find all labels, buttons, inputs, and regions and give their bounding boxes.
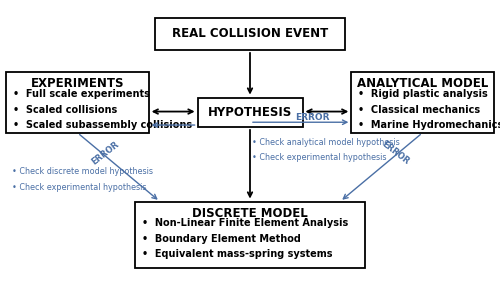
FancyBboxPatch shape	[351, 72, 494, 133]
Text: •  Marine Hydromechanics: • Marine Hydromechanics	[358, 120, 500, 130]
Text: • Check discrete model hypothesis: • Check discrete model hypothesis	[12, 167, 154, 176]
Text: EXPERIMENTS: EXPERIMENTS	[31, 78, 124, 90]
Text: ERROR: ERROR	[380, 140, 410, 167]
FancyBboxPatch shape	[135, 202, 365, 268]
Text: •  Scaled collisions: • Scaled collisions	[14, 105, 118, 115]
Text: HYPOTHESIS: HYPOTHESIS	[208, 106, 292, 119]
Text: REAL COLLISION EVENT: REAL COLLISION EVENT	[172, 27, 328, 40]
Text: • Check analytical model hypothesis: • Check analytical model hypothesis	[252, 138, 400, 147]
Text: DISCRETE MODEL: DISCRETE MODEL	[192, 207, 308, 220]
Text: •  Classical mechanics: • Classical mechanics	[358, 105, 480, 115]
Text: •  Boundary Element Method: • Boundary Element Method	[142, 234, 301, 244]
Text: ERROR: ERROR	[90, 140, 120, 167]
Text: •  Scaled subassembly collisions: • Scaled subassembly collisions	[14, 120, 192, 130]
Text: •  Full scale experiments: • Full scale experiments	[14, 89, 150, 99]
FancyBboxPatch shape	[155, 17, 345, 50]
FancyBboxPatch shape	[6, 72, 149, 133]
FancyBboxPatch shape	[198, 98, 302, 127]
Text: • Check experimental hypothesis: • Check experimental hypothesis	[252, 153, 387, 162]
Text: •  Equivalent mass-spring systems: • Equivalent mass-spring systems	[142, 250, 332, 259]
Text: ERROR: ERROR	[295, 113, 330, 122]
Text: ANALYTICAL MODEL: ANALYTICAL MODEL	[357, 78, 488, 90]
Text: •  Non-Linear Finite Element Analysis: • Non-Linear Finite Element Analysis	[142, 219, 348, 228]
Text: • Check experimental hypothesis: • Check experimental hypothesis	[12, 183, 147, 192]
Text: •  Rigid plastic analysis: • Rigid plastic analysis	[358, 89, 488, 99]
